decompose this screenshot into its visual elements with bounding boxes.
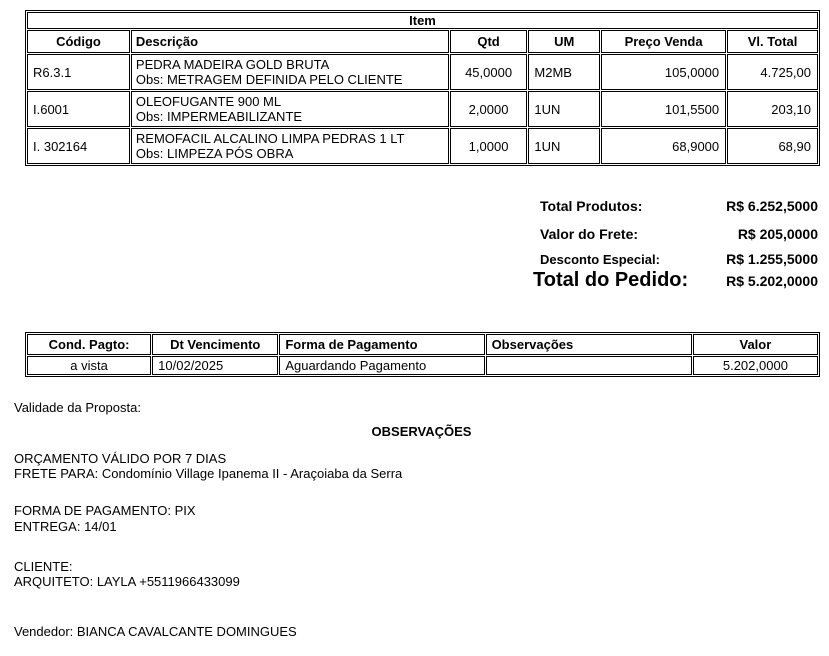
descricao-text: OLEOFUGANTE 900 ML [135,94,282,109]
cell-cond-pagto: a vista [27,356,152,375]
descricao-text: PEDRA MADEIRA GOLD BRUTA [135,57,330,72]
cell-qtd: 1,0000 [449,128,528,164]
cell-observacoes [485,356,692,375]
cell-um: 1UN [528,91,601,127]
desconto-especial-label: Desconto Especial: [540,252,660,267]
cell-vl-total: 4.725,00 [727,54,818,90]
total-produtos-row: Total Produtos: R$ 6.252,5000 [533,198,818,214]
valor-frete-value: R$ 205,0000 [737,226,818,242]
total-pedido-value: R$ 5.202,0000 [726,273,818,289]
item-table-header-row: Código Descrição Qtd UM Preço Venda Vl. … [27,30,818,53]
forma-pagamento-line: FORMA DE PAGAMENTO: PIX [14,503,196,518]
observacoes-title: OBSERVAÇÕES [371,424,472,439]
item-row: I. 302164 REMOFACIL ALCALINO LIMPA PEDRA… [27,128,818,164]
col-header-um: UM [528,30,601,53]
col-header-qtd: Qtd [449,30,528,53]
col-header-preco-venda: Preço Venda [601,30,727,53]
cell-codigo: I. 302164 [27,128,130,164]
validade-proposta-line: Validade da Proposta: [14,400,141,415]
col-header-vl-total: Vl. Total [727,30,818,53]
vendedor-line: Vendedor: BIANCA CAVALCANTE DOMINGUES [14,624,297,639]
desconto-especial-value: R$ 1.255,5000 [726,251,818,267]
cell-dt-vencimento: 10/02/2025 [152,356,279,375]
totals-section: Total Produtos: R$ 6.252,5000 Valor do F… [533,197,818,307]
col-header-dt-vencimento: Dt Vencimento [152,334,279,355]
descricao-obs: Obs: METRAGEM DEFINIDA PELO CLIENTE [135,72,403,87]
cell-um: M2MB [528,54,601,90]
cell-preco-venda: 105,0000 [601,54,727,90]
descricao-obs: Obs: LIMPEZA PÓS OBRA [135,146,294,161]
item-row: I.6001 OLEOFUGANTE 900 ML Obs: IMPERMEAB… [27,91,818,127]
cell-um: 1UN [528,128,601,164]
col-header-cond-pagto: Cond. Pagto: [27,334,152,355]
descricao-obs: Obs: IMPERMEABILIZANTE [135,109,303,124]
total-pedido-row: Total do Pedido: R$ 5.202,0000 [533,269,818,292]
arquiteto-line: ARQUITETO: LAYLA +5511966433099 [14,574,240,589]
payment-row: a vista 10/02/2025 Aguardando Pagamento … [27,356,818,375]
col-header-observacoes: Observações [485,334,692,355]
cell-codigo: I.6001 [27,91,130,127]
entrega-line: ENTREGA: 14/01 [14,519,117,534]
item-table-title-row: Item [27,12,818,29]
cell-vl-total: 68,90 [727,128,818,164]
cell-preco-venda: 68,9000 [601,128,727,164]
valor-frete-row: Valor do Frete: R$ 205,0000 [533,226,818,242]
total-pedido-label: Total do Pedido: [533,269,689,291]
col-header-codigo: Código [27,30,130,53]
col-header-descricao: Descrição [130,30,449,53]
cell-descricao: OLEOFUGANTE 900 ML Obs: IMPERMEABILIZANT… [130,91,449,127]
cell-qtd: 2,0000 [449,91,528,127]
cell-valor: 5.202,0000 [692,356,818,375]
payment-table: Cond. Pagto: Dt Vencimento Forma de Paga… [25,332,820,377]
valor-frete-label: Valor do Frete: [540,226,639,242]
cell-preco-venda: 101,5500 [601,91,727,127]
item-row: R6.3.1 PEDRA MADEIRA GOLD BRUTA Obs: MET… [27,54,818,90]
cell-qtd: 45,0000 [449,54,528,90]
cell-vl-total: 203,10 [727,91,818,127]
col-header-valor: Valor [692,334,818,355]
descricao-text: REMOFACIL ALCALINO LIMPA PEDRAS 1 LT [135,131,405,146]
cell-descricao: REMOFACIL ALCALINO LIMPA PEDRAS 1 LT Obs… [130,128,449,164]
total-produtos-value: R$ 6.252,5000 [726,198,818,214]
cell-forma-pagamento: Aguardando Pagamento [279,356,485,375]
payment-table-header-row: Cond. Pagto: Dt Vencimento Forma de Paga… [27,334,818,355]
item-table-title: Item [27,12,818,29]
total-produtos-label: Total Produtos: [540,198,643,214]
item-table: Item Código Descrição Qtd UM Preço Venda… [25,10,820,166]
orcamento-validade-line: ORÇAMENTO VÁLIDO POR 7 DIAS [14,451,227,466]
col-header-forma-pagamento: Forma de Pagamento [279,334,485,355]
desconto-especial-row: Desconto Especial: R$ 1.255,5000 [533,251,818,267]
cell-descricao: PEDRA MADEIRA GOLD BRUTA Obs: METRAGEM D… [130,54,449,90]
frete-para-line: FRETE PARA: Condomínio Village Ipanema I… [14,466,403,481]
cliente-line: CLIENTE: [14,559,73,574]
cell-codigo: R6.3.1 [27,54,130,90]
